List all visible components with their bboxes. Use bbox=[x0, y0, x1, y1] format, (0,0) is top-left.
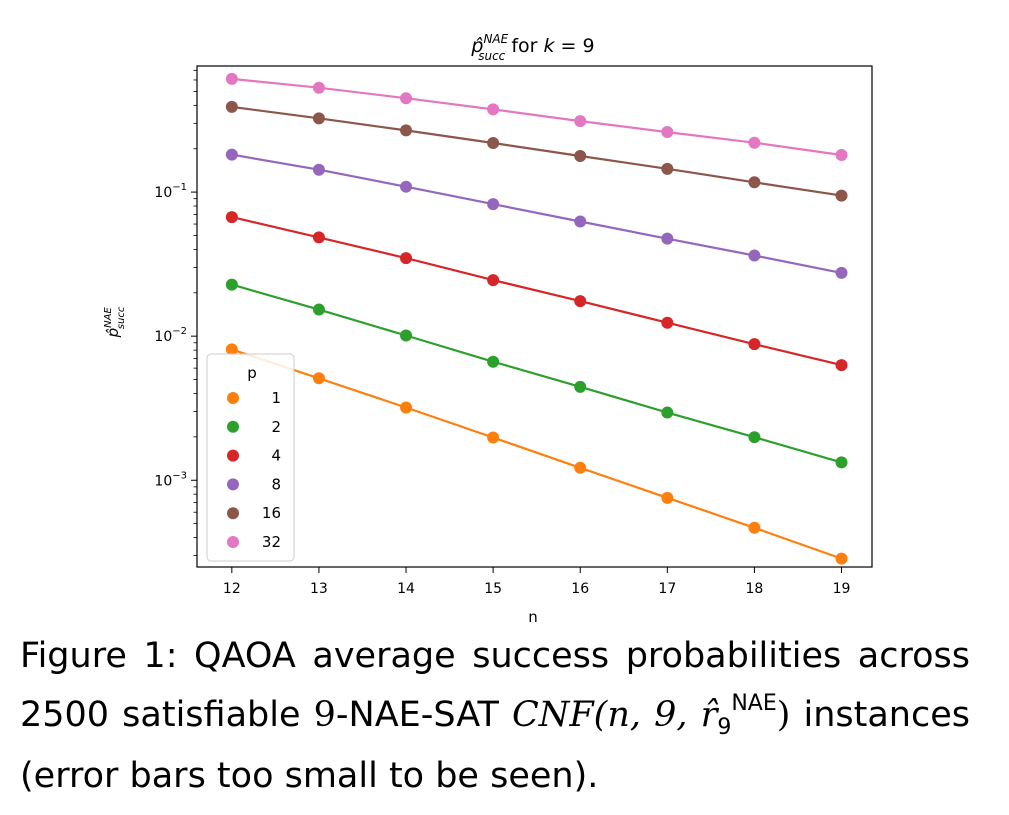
x-tick-label: 12 bbox=[223, 581, 241, 597]
figure-caption: Figure 1: QAOA average success probabili… bbox=[20, 632, 970, 800]
data-point-p16 bbox=[312, 112, 325, 125]
data-point-p8 bbox=[748, 249, 761, 262]
legend-label-p16: 16 bbox=[262, 504, 281, 522]
chart: p̂NAE succ for k = 9 p̂NAE succ n 10−110−2… bbox=[103, 32, 873, 626]
data-point-p16 bbox=[661, 162, 674, 175]
legend-label-p8: 8 bbox=[271, 475, 281, 493]
data-point-p32 bbox=[661, 126, 674, 139]
legend-marker-p4 bbox=[227, 449, 239, 462]
title-superscript: NAE bbox=[483, 32, 508, 46]
legend-marker-p1 bbox=[227, 392, 239, 404]
data-point-p1 bbox=[225, 343, 238, 356]
data-point-p4 bbox=[835, 359, 848, 372]
data-point-p2 bbox=[835, 456, 848, 469]
x-tick-label: 16 bbox=[571, 581, 589, 597]
plot-frame bbox=[196, 65, 873, 568]
legend-marker-p32 bbox=[227, 536, 239, 548]
x-tick-label: 19 bbox=[833, 581, 851, 597]
legend-label-p4: 4 bbox=[271, 447, 281, 465]
data-point-p4 bbox=[574, 295, 587, 308]
data-point-p1 bbox=[574, 461, 587, 474]
caption-line-2: 2500 satisfiable 9-NAE-SAT CNF(n, 9, r̂9… bbox=[20, 691, 970, 740]
data-point-p1 bbox=[661, 491, 674, 504]
data-point-p32 bbox=[400, 92, 413, 105]
data-point-p1 bbox=[312, 372, 325, 385]
data-point-p32 bbox=[225, 72, 238, 85]
x-tick-label: 13 bbox=[310, 581, 328, 597]
data-point-p1 bbox=[835, 552, 848, 565]
data-point-p32 bbox=[748, 136, 761, 149]
series-line-p4 bbox=[231, 216, 842, 367]
data-point-p32 bbox=[487, 103, 500, 116]
data-point-p8 bbox=[835, 266, 848, 279]
data-point-p2 bbox=[400, 329, 413, 342]
series-line-p32 bbox=[231, 77, 842, 157]
legend-marker-p8 bbox=[227, 478, 239, 491]
data-point-p16 bbox=[487, 137, 500, 150]
data-point-p32 bbox=[835, 148, 848, 161]
data-point-p2 bbox=[225, 278, 238, 291]
data-point-p8 bbox=[400, 180, 413, 193]
caption-line-3: (error bars too small to be seen). bbox=[20, 756, 599, 796]
series-line-p1 bbox=[231, 348, 842, 560]
data-point-p2 bbox=[574, 380, 587, 393]
y-tick-label: 10−2 bbox=[154, 326, 187, 345]
caption-line-1: Figure 1: QAOA average success probabili… bbox=[20, 636, 970, 676]
data-point-p8 bbox=[574, 215, 587, 228]
data-point-p8 bbox=[487, 198, 500, 211]
data-point-p4 bbox=[748, 338, 761, 351]
data-point-p2 bbox=[487, 355, 500, 368]
data-point-p8 bbox=[312, 163, 325, 176]
data-point-p4 bbox=[312, 231, 325, 244]
x-tick-label: 14 bbox=[397, 581, 415, 597]
data-point-p1 bbox=[487, 431, 500, 444]
x-tick-label: 15 bbox=[484, 581, 502, 597]
data-point-p16 bbox=[835, 189, 848, 202]
data-point-p4 bbox=[400, 252, 413, 265]
y-tick-label: 10−1 bbox=[154, 182, 187, 201]
data-point-p32 bbox=[312, 81, 325, 94]
legend-label-p32: 32 bbox=[262, 533, 281, 551]
legend-marker-p16 bbox=[227, 507, 239, 520]
chart-title: p̂NAE succ for k = 9 bbox=[470, 32, 594, 63]
series-line-p2 bbox=[231, 283, 842, 464]
data-point-p8 bbox=[661, 232, 674, 245]
legend-label-p1: 1 bbox=[271, 389, 281, 407]
x-axis-label: n bbox=[528, 608, 538, 626]
x-tick-label: 18 bbox=[746, 581, 764, 597]
data-point-p2 bbox=[661, 406, 674, 419]
data-point-p16 bbox=[748, 176, 761, 189]
title-subscript: succ bbox=[478, 49, 505, 63]
data-point-p8 bbox=[225, 148, 238, 161]
data-point-p2 bbox=[312, 303, 325, 316]
data-point-p16 bbox=[400, 124, 413, 137]
series-line-p8 bbox=[231, 153, 842, 274]
y-axis-label: p̂NAE succ bbox=[103, 306, 127, 338]
data-point-p1 bbox=[748, 521, 761, 534]
legend-title: p bbox=[247, 364, 257, 382]
data-point-p16 bbox=[574, 150, 587, 163]
data-point-p16 bbox=[225, 100, 238, 113]
data-point-p4 bbox=[487, 274, 500, 287]
data-point-p4 bbox=[225, 211, 238, 224]
legend-marker-p2 bbox=[227, 420, 239, 433]
data-point-p4 bbox=[661, 316, 674, 329]
title-symbol: p̂ bbox=[470, 35, 483, 57]
y-tick-label: 10−3 bbox=[154, 470, 187, 489]
series-line-p16 bbox=[231, 105, 842, 197]
legend-label-p2: 2 bbox=[271, 418, 281, 436]
x-tick-label: 17 bbox=[658, 581, 676, 597]
data-point-p1 bbox=[400, 401, 413, 414]
data-point-p32 bbox=[574, 115, 587, 128]
data-point-p2 bbox=[748, 431, 761, 444]
